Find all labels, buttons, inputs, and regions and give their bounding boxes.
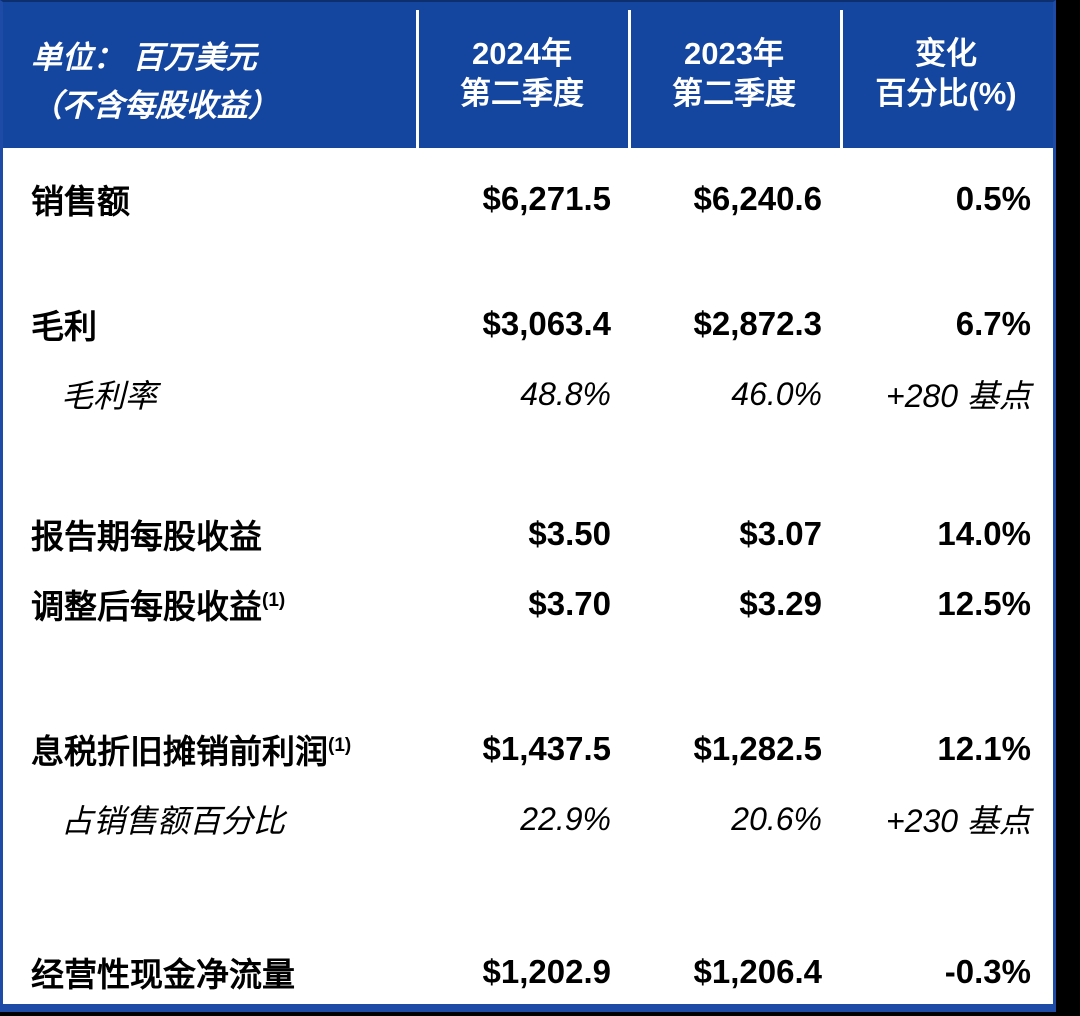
financial-results-table: 单位： 百万美元 （不含每股收益） 2024年 第二季度 2023年 第二季度 … bbox=[0, 0, 1056, 1012]
cell-q2-2024: $1,437.5 bbox=[482, 730, 611, 767]
row-label-text: 经营性现金净流量 bbox=[31, 956, 295, 993]
cell-change: 0.5% bbox=[955, 180, 1031, 217]
cell-q2-2023: $2,872.3 bbox=[693, 305, 822, 342]
column-header-line2: 百分比(%) bbox=[875, 76, 1017, 111]
row-label-text: 毛利 bbox=[31, 308, 97, 345]
row-label: 占销售额百分比 bbox=[3, 796, 416, 842]
row-label-text: 销售额 bbox=[31, 183, 130, 220]
cell-change: +230 基点 bbox=[886, 803, 1031, 839]
row-label-text: 息税折旧摊销前利润 bbox=[31, 733, 328, 770]
cell-q2-2023: 46.0% bbox=[731, 375, 822, 412]
cell-change: 12.1% bbox=[937, 730, 1031, 767]
cell-change: 12.5% bbox=[937, 585, 1031, 622]
unit-label-line2: （不含每股收益） bbox=[31, 88, 279, 123]
column-header-line1: 2023年 bbox=[684, 36, 784, 71]
cell-q2-2023: $3.07 bbox=[739, 515, 822, 552]
row-label: 毛利 bbox=[3, 300, 416, 348]
unit-label: 单位： 百万美元 （不含每股收益） bbox=[3, 2, 416, 148]
footnote-marker: (1) bbox=[262, 590, 286, 611]
cell-q2-2024: $1,202.9 bbox=[482, 953, 611, 990]
row-label: 毛利率 bbox=[3, 371, 416, 417]
cell-q2-2023: $1,282.5 bbox=[693, 730, 822, 767]
cell-q2-2023: $1,206.4 bbox=[693, 953, 822, 990]
column-header-q2-2024: 2024年 第二季度 bbox=[416, 2, 628, 148]
column-header-change-pct: 变化 百分比(%) bbox=[840, 2, 1052, 148]
footnote-marker: (1) bbox=[328, 735, 352, 756]
table-row-operating-cash-flow: 经营性现金净流量 $1,202.9 $1,206.4 -0.3% bbox=[3, 937, 1053, 1004]
table-header: 单位： 百万美元 （不含每股收益） 2024年 第二季度 2023年 第二季度 … bbox=[3, 2, 1053, 148]
row-label: 销售额 bbox=[3, 175, 416, 223]
table-row-pct-of-sales: 占销售额百分比 22.9% 20.6% +230 基点 bbox=[3, 784, 1053, 854]
column-header-q2-2023: 2023年 第二季度 bbox=[628, 2, 840, 148]
row-label: 调整后每股收益(1) bbox=[3, 580, 416, 628]
cell-q2-2023: 20.6% bbox=[731, 800, 822, 837]
cell-q2-2024: $6,271.5 bbox=[482, 180, 611, 217]
table-row-adjusted-eps: 调整后每股收益(1) $3.70 $3.29 12.5% bbox=[3, 569, 1053, 639]
table-row-ebitda: 息税折旧摊销前利润(1) $1,437.5 $1,282.5 12.1% bbox=[3, 714, 1053, 784]
cell-change: 6.7% bbox=[955, 305, 1031, 342]
row-label-text: 占销售额百分比 bbox=[61, 803, 286, 839]
cell-q2-2024: $3.70 bbox=[528, 585, 611, 622]
row-label-text: 报告期每股收益 bbox=[31, 518, 262, 555]
cell-q2-2024: 48.8% bbox=[520, 375, 611, 412]
cell-q2-2024: $3.50 bbox=[528, 515, 611, 552]
column-header-line2: 第二季度 bbox=[460, 76, 584, 111]
cell-q2-2024: $3,063.4 bbox=[482, 305, 611, 342]
cell-change: 14.0% bbox=[937, 515, 1031, 552]
cell-change: +280 基点 bbox=[886, 378, 1031, 414]
row-label: 报告期每股收益 bbox=[3, 510, 416, 558]
row-label: 息税折旧摊销前利润(1) bbox=[3, 725, 416, 773]
cell-q2-2024: 22.9% bbox=[520, 800, 611, 837]
row-label: 经营性现金净流量 bbox=[3, 948, 416, 996]
table-row-gross-margin: 毛利率 48.8% 46.0% +280 基点 bbox=[3, 359, 1053, 429]
table-row-sales: 销售额 $6,271.5 $6,240.6 0.5% bbox=[3, 164, 1053, 234]
table-body: 销售额 $6,271.5 $6,240.6 0.5% 毛利 $3,063.4 $… bbox=[3, 164, 1053, 1004]
cell-change: -0.3% bbox=[944, 953, 1031, 990]
row-label-text: 毛利率 bbox=[61, 378, 158, 414]
table-row-gross-profit: 毛利 $3,063.4 $2,872.3 6.7% bbox=[3, 289, 1053, 359]
unit-label-line1: 单位： 百万美元 bbox=[31, 40, 257, 75]
table-row-reported-eps: 报告期每股收益 $3.50 $3.07 14.0% bbox=[3, 499, 1053, 569]
column-header-line1: 变化 bbox=[915, 36, 977, 71]
cell-q2-2023: $6,240.6 bbox=[693, 180, 822, 217]
cell-q2-2023: $3.29 bbox=[739, 585, 822, 622]
row-label-text: 调整后每股收益 bbox=[31, 588, 262, 625]
column-header-line2: 第二季度 bbox=[672, 76, 796, 111]
column-header-line1: 2024年 bbox=[472, 36, 572, 71]
